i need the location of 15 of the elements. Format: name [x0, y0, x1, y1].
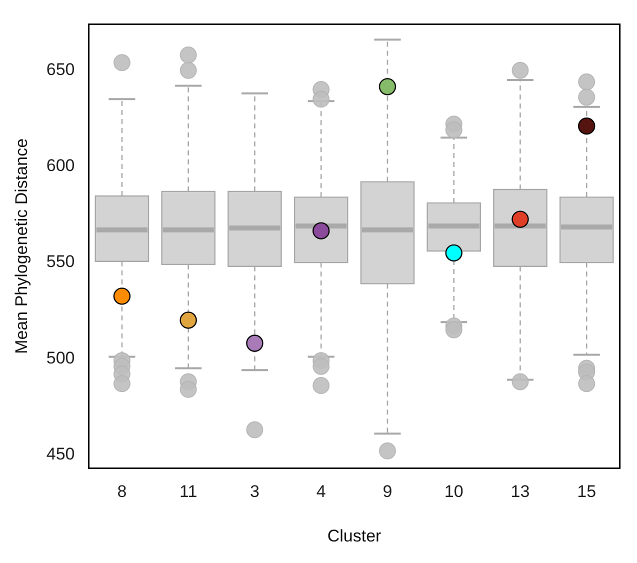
- x-tick-label: 15: [577, 482, 596, 502]
- x-axis-title: Cluster: [327, 526, 382, 546]
- y-tick-label: 550: [46, 252, 75, 272]
- y-tick-label: 500: [46, 348, 75, 368]
- x-tick-label: 3: [250, 482, 260, 502]
- y-axis-title: Mean Phylogenetic Distance: [12, 138, 31, 354]
- x-tick-label: 11: [180, 482, 198, 502]
- x-tick-label: 10: [444, 482, 464, 502]
- y-tick-label: 650: [46, 60, 75, 80]
- x-tick-label: 9: [382, 482, 392, 502]
- x-tick-label: 8: [117, 482, 127, 502]
- x-tick-label: 4: [316, 482, 326, 502]
- y-tick-label: 450: [46, 444, 75, 464]
- y-tick-label: 600: [46, 156, 75, 176]
- x-tick-label: 13: [510, 482, 530, 502]
